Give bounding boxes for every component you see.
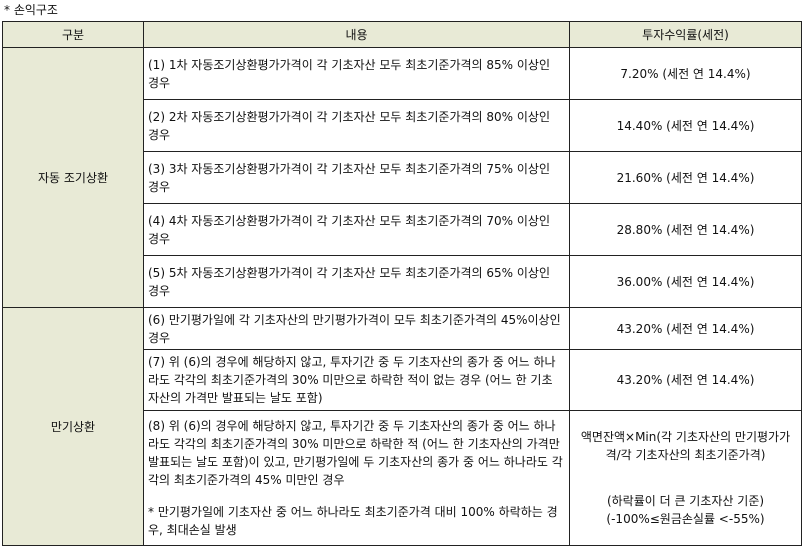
category-maturity-redemption: 만기상환	[2, 307, 144, 546]
row-return-loss: 액면잔액×Min(각 기초자산의 만기평가가격/각 기초자산의 최초기준가격) …	[569, 410, 802, 546]
row-description-loss: (8) 위 (6)의 경우에 해당하지 않고, 투자기간 중 두 기초자산의 종…	[143, 410, 570, 546]
table-header-row: 구분 내용 투자수익률(세전)	[2, 21, 802, 48]
row-return: 7.20% (세전 연 14.4%)	[569, 47, 802, 100]
row-return: 14.40% (세전 연 14.4%)	[569, 99, 802, 152]
section-heading: * 손익구조	[4, 3, 58, 17]
row-description: (2) 2차 자동조기상환평가가격이 각 기초자산 모두 최초기준가격의 80%…	[143, 99, 570, 152]
table-row: (3) 3차 자동조기상환평가가격이 각 기초자산 모두 최초기준가격의 75%…	[3, 151, 802, 204]
table-row: (4) 4차 자동조기상환평가가격이 각 기초자산 모두 최초기준가격의 70%…	[3, 203, 802, 256]
row-description: (6) 만기평가일에 각 기초자산의 만기평가가격이 모두 최초기준가격의 45…	[143, 307, 570, 350]
row-description: (5) 5차 자동조기상환평가가격이 각 기초자산 모두 최초기준가격의 65%…	[143, 255, 570, 308]
table-row: (2) 2차 자동조기상환평가가격이 각 기초자산 모두 최초기준가격의 80%…	[3, 99, 802, 152]
table-row: (7) 위 (6)의 경우에 해당하지 않고, 투자기간 중 두 기초자산의 종…	[3, 349, 802, 411]
row-description: (7) 위 (6)의 경우에 해당하지 않고, 투자기간 중 두 기초자산의 종…	[143, 349, 570, 411]
loss-range: (-100%≤원금손실률 <-55%)	[606, 512, 765, 526]
loss-condition-text: (8) 위 (6)의 경우에 해당하지 않고, 투자기간 중 두 기초자산의 종…	[148, 419, 563, 487]
row-return: 43.20% (세전 연 14.4%)	[569, 307, 802, 350]
loss-basis: (하락률이 더 큰 기초자산 기준)	[606, 494, 765, 508]
row-description: (1) 1차 자동조기상환평가가격이 각 기초자산 모두 최초기준가격의 85%…	[143, 47, 570, 100]
table-row: (8) 위 (6)의 경우에 해당하지 않고, 투자기간 중 두 기초자산의 종…	[3, 410, 802, 546]
table-row: (5) 5차 자동조기상환평가가격이 각 기초자산 모두 최초기준가격의 65%…	[3, 255, 802, 308]
row-return: 36.00% (세전 연 14.4%)	[569, 255, 802, 308]
row-return: 28.80% (세전 연 14.4%)	[569, 203, 802, 256]
loss-formula: 액면잔액×Min(각 기초자산의 만기평가가격/각 기초자산의 최초기준가격)	[580, 430, 791, 462]
payoff-table: 구분 내용 투자수익률(세전) 자동 조기상환 (1) 1차 자동조기상환평가가…	[2, 21, 802, 546]
spacer	[570, 464, 801, 492]
row-return: 43.20% (세전 연 14.4%)	[569, 349, 802, 411]
category-early-redemption: 자동 조기상환	[2, 47, 144, 308]
max-loss-note: * 만기평가일에 기초자산 중 어느 하나라도 최초기준가격 대비 100% 하…	[148, 505, 558, 537]
header-return: 투자수익률(세전)	[569, 21, 802, 48]
header-description: 내용	[143, 21, 570, 48]
row-description: (4) 4차 자동조기상환평가가격이 각 기초자산 모두 최초기준가격의 70%…	[143, 203, 570, 256]
row-description: (3) 3차 자동조기상환평가가격이 각 기초자산 모두 최초기준가격의 75%…	[143, 151, 570, 204]
table-row: 자동 조기상환 (1) 1차 자동조기상환평가가격이 각 기초자산 모두 최초기…	[2, 47, 802, 308]
header-category: 구분	[2, 21, 144, 48]
row-return: 21.60% (세전 연 14.4%)	[569, 151, 802, 204]
table-row: 만기상환 (6) 만기평가일에 각 기초자산의 만기평가가격이 모두 최초기준가…	[2, 307, 802, 546]
